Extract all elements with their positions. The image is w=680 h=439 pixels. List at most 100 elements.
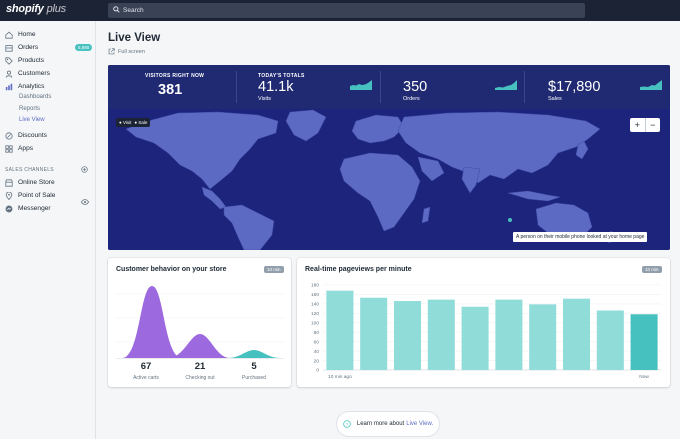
sidebar-item-analytics[interactable]: Analytics (5, 81, 93, 92)
learn-more-callout: ? Learn more about Live View. (336, 411, 440, 437)
sidebar-item-products[interactable]: Products (5, 55, 93, 66)
sidebar-subitem-live-view[interactable]: Live View (19, 117, 45, 123)
sidebar-item-home[interactable]: Home (5, 29, 93, 40)
visits-sparkline (350, 80, 372, 90)
sidebar-item-customers[interactable]: Customers (5, 68, 93, 79)
sidebar-item-label: Orders (18, 44, 39, 51)
add-channel-icon[interactable] (81, 166, 88, 173)
pageviews-bar (326, 290, 354, 370)
checking-out-value: 21 (194, 361, 206, 372)
y-tick-label: 20 (314, 358, 320, 364)
y-tick-label: 180 (311, 283, 319, 289)
stat-divider (380, 71, 381, 103)
page-title: Live View (108, 32, 161, 44)
analytics-icon (5, 83, 13, 90)
y-tick-label: 40 (314, 349, 320, 355)
stat-divider (524, 71, 525, 103)
active-carts-label: Active carts (133, 375, 159, 381)
x-axis-label: Now (639, 374, 649, 380)
stats-bar: VISITORS RIGHT NOW 381 TODAY'S TOTALS 41… (108, 65, 670, 109)
sidebar-item-label: Analytics (18, 83, 45, 90)
madagascar (421, 206, 431, 224)
external-link-icon (108, 48, 115, 55)
y-tick-label: 0 (316, 368, 319, 374)
pageviews-card: Real-time pageviews per minute 10 min 0 2… (297, 258, 670, 387)
search-input[interactable]: Search (108, 3, 585, 18)
totals-caption: TODAY'S TOTALS (258, 73, 305, 79)
map-legend: ● Visit ● Sale (116, 118, 151, 127)
sidebar: Home Orders 6,980 Products Customers Ana… (0, 21, 96, 439)
sidebar-item-orders[interactable]: Orders 6,980 (5, 42, 93, 53)
pageviews-title: Real-time pageviews per minute (305, 266, 412, 273)
y-tick-label: 120 (311, 311, 319, 317)
sidebar-item-label: Apps (18, 145, 34, 152)
purchased-label: Purchased (242, 375, 266, 381)
sidebar-item-point-of-sale[interactable]: Point of Sale (5, 190, 93, 201)
sales-label: Sales (548, 96, 562, 102)
customer-behavior-card: Customer behavior on your store 10 min 6… (108, 258, 291, 387)
zoom-out-button[interactable]: − (644, 118, 661, 132)
europe (351, 114, 405, 144)
visitor-tooltip: A person on their mobile phone looked at… (513, 232, 648, 242)
discount-icon (5, 131, 13, 140)
sidebar-item-messenger[interactable]: Messenger (5, 203, 93, 214)
orders-sparkline (495, 80, 517, 90)
pageviews-bar (529, 304, 557, 370)
pageviews-bar (495, 299, 523, 370)
messenger-icon (5, 205, 13, 212)
live-view-link[interactable]: Live View. (406, 421, 434, 427)
person-icon (5, 70, 13, 78)
sidebar-item-label: Messenger (18, 205, 51, 212)
zoom-in-button[interactable]: + (634, 120, 640, 130)
orders-value: 350 (403, 79, 428, 95)
central-america (201, 186, 227, 210)
home-icon (5, 31, 13, 39)
visitors-caption: VISITORS RIGHT NOW (145, 73, 205, 79)
purchased-value: 5 (251, 361, 257, 372)
stat-divider (236, 71, 237, 103)
shopify-plus-logo[interactable]: shopify plus (6, 3, 66, 15)
y-tick-label: 80 (314, 330, 320, 336)
y-tick-label: 140 (311, 302, 319, 308)
sidebar-item-label: Online Store (18, 179, 55, 186)
visit-marker (508, 218, 512, 222)
africa (339, 152, 421, 232)
legend-sale: ● Sale (134, 120, 148, 125)
asia (397, 111, 601, 184)
x-axis-label: 10 min ago (328, 374, 352, 380)
sidebar-subitem-dashboards[interactable]: Dashboards (19, 94, 52, 100)
eye-icon[interactable] (81, 199, 89, 205)
pageviews-bar (393, 301, 422, 370)
active-carts-value: 67 (140, 361, 152, 372)
sidebar-item-label: Products (18, 57, 45, 64)
pageviews-bar (562, 298, 591, 370)
orders-icon (5, 44, 13, 52)
sidebar-item-label: Point of Sale (18, 192, 56, 199)
apps-icon (5, 144, 13, 153)
customer-behavior-chart (116, 286, 284, 359)
sidebar-item-online-store[interactable]: Online Store (5, 177, 93, 188)
location-icon (5, 191, 13, 200)
arabia (417, 156, 445, 182)
y-tick-label: 100 (311, 320, 319, 326)
visits-value: 41.1k (258, 79, 294, 95)
pageviews-bar (427, 299, 455, 370)
y-tick-label: 160 (311, 292, 319, 298)
visitors-value: 381 (158, 82, 183, 98)
greenland (285, 109, 327, 142)
sidebar-item-apps[interactable]: Apps (5, 143, 93, 154)
orders-count-badge: 6,980 (75, 44, 93, 51)
sales-sparkline (640, 80, 662, 90)
legend-visit: ● Visit (119, 120, 132, 125)
full-screen-button[interactable]: Full screen (108, 48, 145, 55)
visits-label: Visits (258, 96, 272, 102)
customer-behavior-title: Customer behavior on your store (116, 266, 227, 273)
sidebar-subitem-reports[interactable]: Reports (19, 106, 41, 112)
purchased-peak (228, 350, 280, 358)
sidebar-item-discounts[interactable]: Discounts (5, 130, 93, 141)
indonesia (507, 190, 561, 202)
india (461, 166, 481, 194)
south-america (223, 204, 275, 250)
checking-out-peak (168, 334, 230, 358)
world-map[interactable] (108, 109, 670, 250)
